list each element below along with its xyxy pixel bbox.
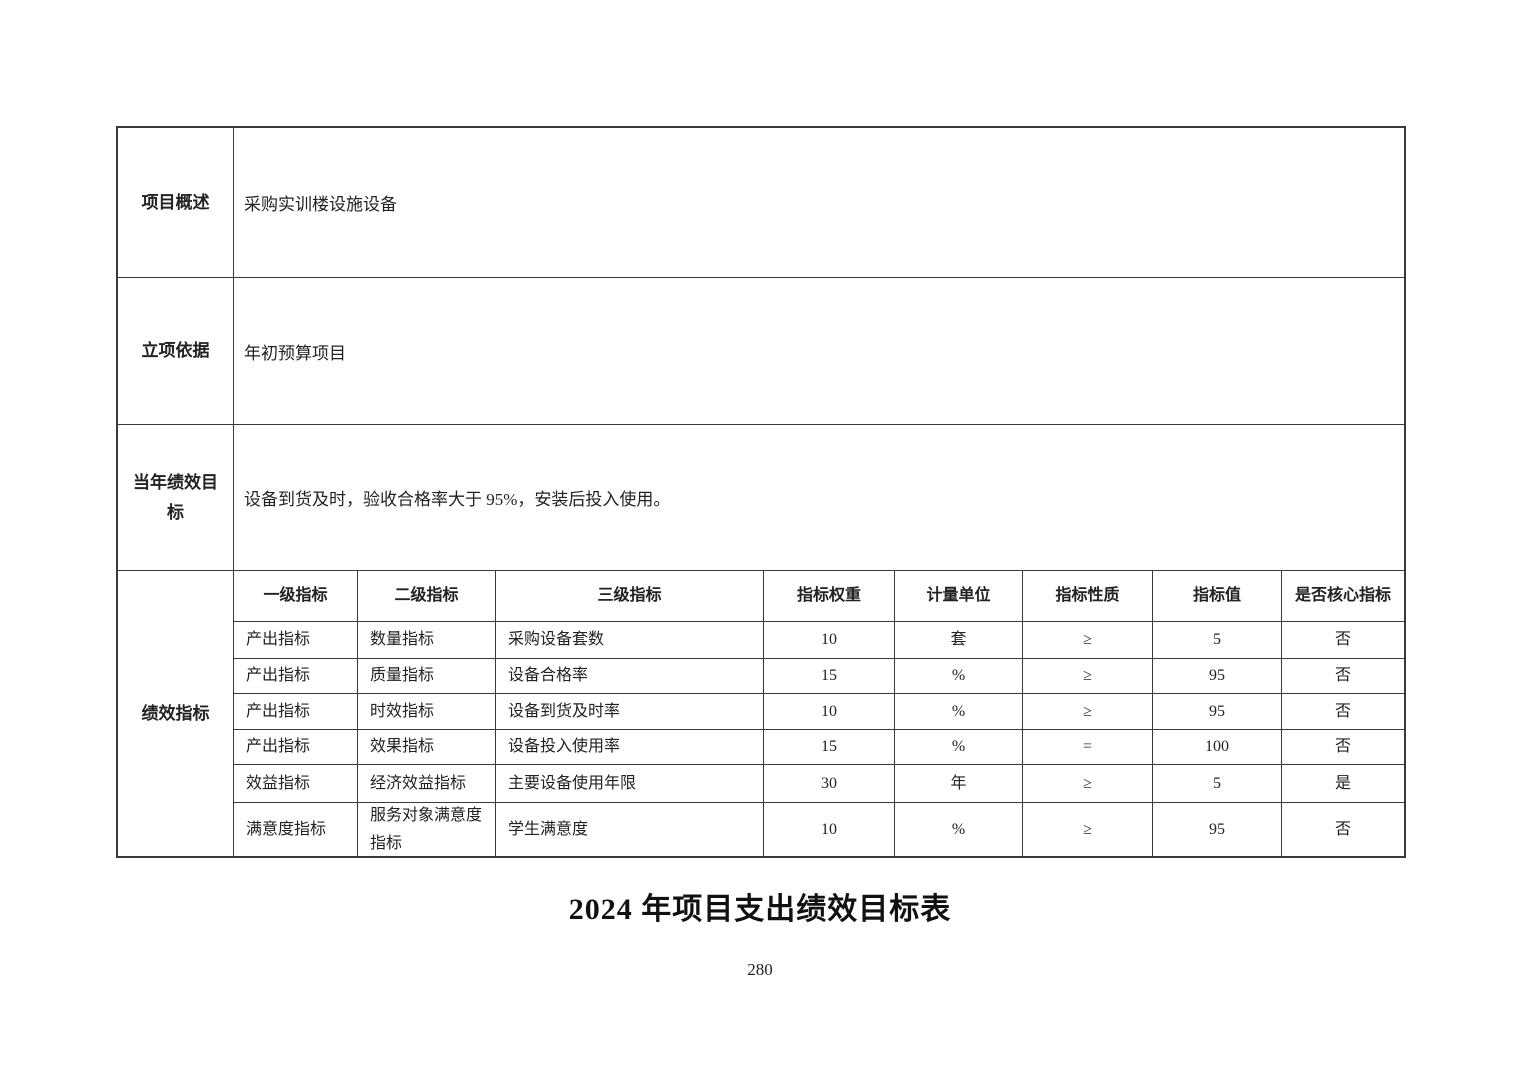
- indicator-header: 指标权重: [764, 571, 895, 621]
- indicator-cell: 效益指标: [234, 765, 358, 802]
- indicator-cell: 经济效益指标: [358, 765, 496, 802]
- indicator-cell: 否: [1334, 667, 1351, 684]
- indicator-cell: 产出指标: [234, 659, 358, 693]
- indicator-cell: 95: [1153, 694, 1282, 729]
- indicator-cell: 10: [764, 803, 895, 856]
- indicator-header: 计量单位: [895, 571, 1023, 621]
- table-row-indicators: 绩效指标 一级指标 二级指标 三级指标 指标权重 计量单位 指标性质 指标值 是…: [118, 570, 1404, 856]
- indicator-cell: 设备投入使用率: [496, 730, 764, 764]
- indicator-cell: 设备合格率: [496, 659, 764, 693]
- indicator-cell: 质量指标: [358, 659, 496, 693]
- row-content-project-basis: 年初预算项目: [244, 343, 346, 363]
- table-row-annual-target: 当年绩效目标 设备到货及时，验收合格率大于 95%，安装后投入使用。: [118, 424, 1404, 570]
- indicator-cell: ≥: [1023, 765, 1153, 802]
- indicator-header: 是否核心指标: [1294, 587, 1391, 604]
- indicator-cell: 30: [764, 765, 895, 802]
- indicator-header: 三级指标: [496, 571, 764, 621]
- indicator-cell: 产出指标: [234, 694, 358, 729]
- indicator-cell: 产出指标: [234, 622, 358, 658]
- indicator-cell: 10: [764, 694, 895, 729]
- page-number: 280: [747, 960, 773, 979]
- indicator-cell: ≥: [1023, 803, 1153, 856]
- performance-target-table: 项目概述 采购实训楼设施设备 立项依据 年初预算项目 当年绩效目标 设备到货及时…: [116, 126, 1406, 858]
- indicator-row: 产出指标 数量指标 采购设备套数 10 套 ≥ 5 否: [234, 621, 1404, 658]
- indicator-header: 二级指标: [358, 571, 496, 621]
- indicator-cell: ≥: [1023, 694, 1153, 729]
- indicator-cell: 10: [764, 622, 895, 658]
- indicator-cell: 5: [1153, 765, 1282, 802]
- row-content-project-overview: 采购实训楼设施设备: [244, 195, 397, 214]
- indicator-table: 一级指标 二级指标 三级指标 指标权重 计量单位 指标性质 指标值 是否核心指标…: [234, 571, 1404, 856]
- document-title: 2024 年项目支出绩效目标表: [568, 893, 952, 926]
- indicator-cell: ≥: [1023, 659, 1153, 693]
- indicator-row: 产出指标 效果指标 设备投入使用率 15 % = 100 否: [234, 729, 1404, 764]
- row-label-indicators: 绩效指标: [118, 571, 234, 856]
- indicator-cell: 是: [1334, 774, 1351, 792]
- indicator-cell: 年: [895, 765, 1023, 802]
- indicator-cell: 100: [1153, 730, 1282, 764]
- indicator-cell: 15: [764, 730, 895, 764]
- indicator-header: 指标性质: [1023, 571, 1153, 621]
- indicator-cell: 学生满意度: [496, 803, 764, 856]
- indicator-row: 产出指标 时效指标 设备到货及时率 10 % ≥ 95 否: [234, 693, 1404, 729]
- table-row-project-basis: 立项依据 年初预算项目: [118, 277, 1404, 424]
- row-label-project-basis: 立项依据: [118, 278, 234, 424]
- indicator-cell: ≥: [1023, 622, 1153, 658]
- indicator-cell: 套: [895, 622, 1023, 658]
- indicator-cell: 设备到货及时率: [496, 694, 764, 729]
- indicator-cell: 否: [1334, 702, 1351, 720]
- indicator-row: 效益指标 经济效益指标 主要设备使用年限 30 年 ≥ 5 是: [234, 764, 1404, 802]
- indicator-cell: 95: [1153, 803, 1282, 856]
- indicator-cell: %: [895, 659, 1023, 693]
- indicator-cell: %: [895, 803, 1023, 856]
- indicator-cell: 满意度指标: [234, 803, 358, 856]
- indicator-header: 一级指标: [234, 571, 358, 621]
- indicator-cell: 采购设备套数: [496, 622, 764, 658]
- indicator-cell: 否: [1334, 820, 1351, 838]
- indicator-cell: 效果指标: [358, 730, 496, 764]
- indicator-cell: 95: [1153, 659, 1282, 693]
- indicator-cell: 主要设备使用年限: [496, 765, 764, 802]
- indicator-cell: 时效指标: [358, 694, 496, 729]
- indicator-cell: 15: [764, 659, 895, 693]
- row-label-annual-target: 当年绩效目标: [118, 425, 234, 570]
- indicator-cell: 产出指标: [234, 730, 358, 764]
- indicator-cell: 否: [1334, 631, 1351, 648]
- indicator-cell: 否: [1334, 738, 1351, 755]
- indicator-header: 指标值: [1153, 571, 1282, 621]
- row-content-annual-target: 设备到货及时，验收合格率大于 95%，安装后投入使用。: [244, 490, 671, 509]
- indicator-cell: 5: [1153, 622, 1282, 658]
- indicator-cell: %: [895, 694, 1023, 729]
- table-row-project-overview: 项目概述 采购实训楼设施设备: [118, 128, 1404, 277]
- indicator-cell: 数量指标: [358, 622, 496, 658]
- indicator-cell: =: [1023, 730, 1153, 764]
- indicator-cell: 服务对象满意度指标: [358, 803, 496, 856]
- indicator-header-row: 一级指标 二级指标 三级指标 指标权重 计量单位 指标性质 指标值 是否核心指标: [234, 571, 1404, 621]
- indicator-row: 产出指标 质量指标 设备合格率 15 % ≥ 95 否: [234, 658, 1404, 693]
- indicator-cell: %: [895, 730, 1023, 764]
- row-label-project-overview: 项目概述: [118, 128, 234, 277]
- indicator-row: 满意度指标 服务对象满意度指标 学生满意度 10 % ≥ 95 否: [234, 802, 1404, 856]
